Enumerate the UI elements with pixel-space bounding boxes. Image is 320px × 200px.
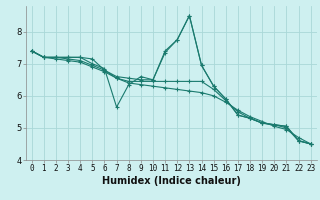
X-axis label: Humidex (Indice chaleur): Humidex (Indice chaleur) — [102, 176, 241, 186]
